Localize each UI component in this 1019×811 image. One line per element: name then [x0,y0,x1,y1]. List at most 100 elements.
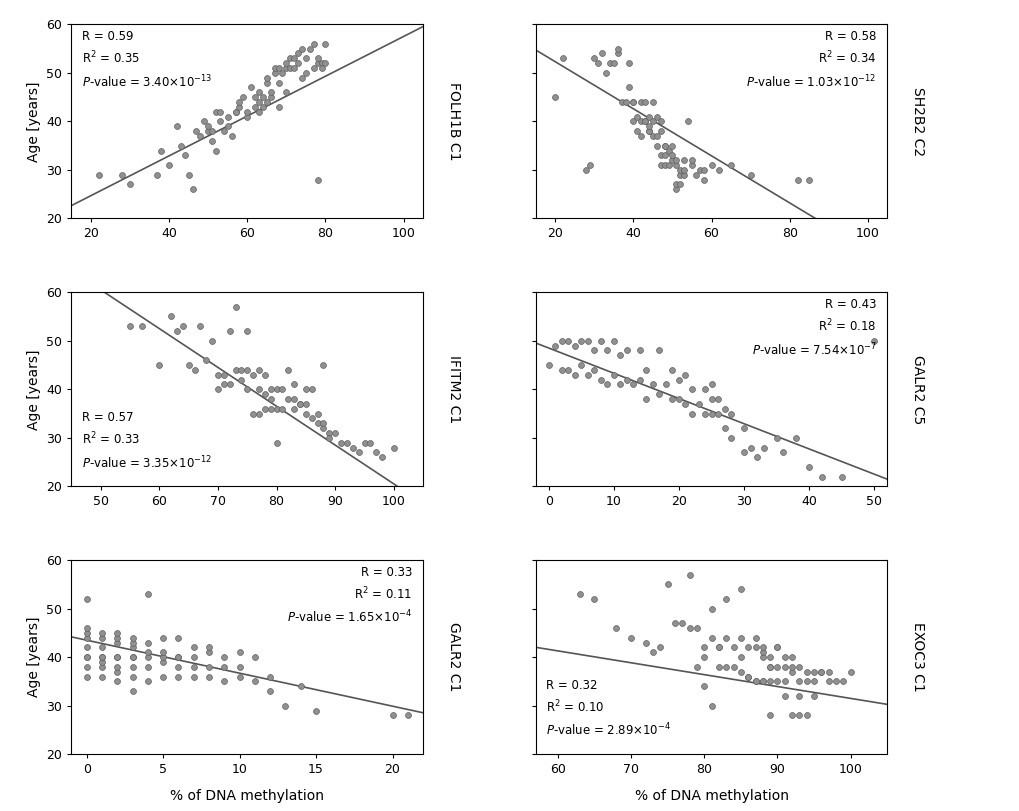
Point [216,650,232,663]
Point [676,164,692,177]
Point [262,91,278,104]
Point [671,393,687,406]
Point [285,378,302,391]
Point [133,320,150,333]
Point [223,130,239,143]
Text: IFITM2 C1: IFITM2 C1 [446,355,461,423]
Point [625,378,641,391]
Point [78,650,95,663]
Point [356,436,372,449]
Point [633,130,649,143]
Point [94,670,110,683]
Point [742,169,758,182]
Point [140,646,156,659]
Point [94,631,110,644]
Point [619,344,635,357]
Point [747,675,763,688]
Point [274,67,290,79]
Point [725,660,741,673]
Point [703,393,719,406]
Point [155,655,171,668]
Point [238,110,255,123]
Point [798,675,814,688]
Point [231,96,248,109]
Point [94,650,110,663]
Point [747,631,763,644]
Point [696,407,712,420]
Point [231,660,248,673]
Point [791,689,807,702]
Point [644,378,660,391]
Point [306,37,322,50]
Point [586,52,602,65]
Point [625,96,641,109]
Point [703,602,719,615]
Point [317,57,333,70]
Point [755,441,771,454]
Point [813,470,829,483]
Point [259,76,275,89]
Point [784,665,800,678]
Point [332,436,348,449]
Point [805,689,821,702]
Point [680,115,696,128]
Point [282,52,299,65]
Point [251,363,267,376]
Point [644,96,660,109]
Point [201,646,217,659]
Point [94,650,110,663]
Point [338,436,355,449]
Point [683,159,699,172]
Point [637,636,653,649]
Point [293,42,310,55]
Point [805,665,821,678]
Point [725,641,741,654]
Point [775,675,792,688]
Text: % of DNA methylation: % of DNA methylation [634,789,788,803]
Point [192,130,208,143]
Point [227,300,244,313]
Point [280,363,297,376]
Point [607,621,624,634]
Point [625,96,641,109]
Point [768,641,785,654]
Point [309,52,325,65]
Point [216,675,232,688]
Point [688,660,704,673]
Point [298,67,314,79]
Text: R = 0.33
R$^2$ = 0.11
$P$-value = 1.65×10$^{-4}$: R = 0.33 R$^2$ = 0.11 $P$-value = 1.65×1… [286,566,412,626]
Point [663,149,680,162]
Point [553,363,570,376]
Point [703,378,719,391]
Point [251,86,267,99]
Point [672,164,688,177]
Point [636,96,652,109]
Point [185,660,202,673]
Point [784,660,800,673]
Point [257,368,273,381]
Point [747,675,763,688]
Point [231,101,248,114]
Point [621,81,637,94]
Point [259,96,275,109]
Point [270,62,286,75]
Point [648,110,664,123]
Point [715,422,732,435]
Point [219,110,235,123]
Point [168,324,184,337]
Point [259,71,275,84]
Point [298,52,314,65]
Point [651,641,667,654]
Point [640,110,656,123]
Point [681,569,697,581]
Point [703,407,719,420]
Point [651,344,667,357]
Point [833,470,849,483]
Point [612,96,629,109]
Point [629,125,645,138]
Point [257,402,273,415]
Point [820,675,837,688]
Point [677,397,693,410]
Point [221,324,237,337]
Point [180,358,197,371]
